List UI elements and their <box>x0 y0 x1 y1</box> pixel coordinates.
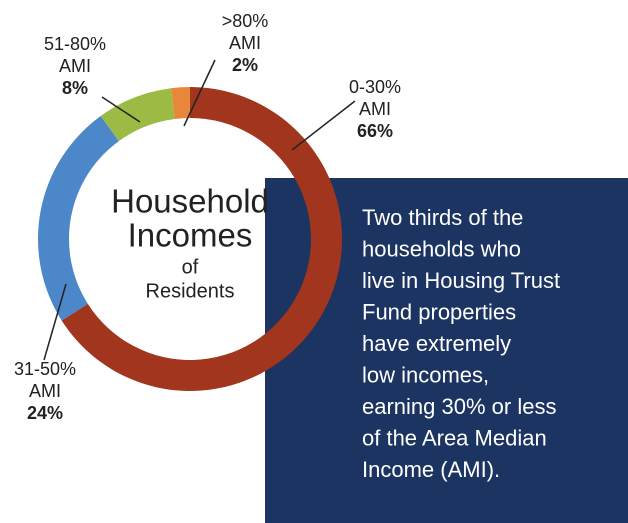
annotation-text: Fund properties <box>362 299 516 324</box>
annotation-text: Income (AMI). <box>362 457 500 482</box>
donut-slice <box>170 87 190 119</box>
leader-line <box>43 283 67 361</box>
slice-label: 31-50% <box>14 359 76 379</box>
center-title: Household <box>111 183 269 220</box>
annotation-text: low incomes, <box>362 362 489 387</box>
slice-label: AMI <box>59 56 91 76</box>
slice-label: 0-30% <box>349 77 401 97</box>
slice-value-label: 24% <box>27 403 63 423</box>
annotation-text: households who <box>362 236 521 261</box>
center-subtitle: Residents <box>146 280 235 302</box>
leader-line <box>183 59 216 127</box>
slice-value-label: 66% <box>357 121 393 141</box>
slice-value-label: 2% <box>232 55 258 75</box>
annotation-text: earning 30% or less <box>362 394 556 419</box>
annotation-text: have extremely <box>362 331 511 356</box>
slice-label: AMI <box>359 99 391 119</box>
center-subtitle: of <box>182 256 199 278</box>
leader-line <box>101 96 141 123</box>
slice-label: 51-80% <box>44 34 106 54</box>
annotation-text: Two thirds of the <box>362 205 523 230</box>
leader-line <box>291 100 356 151</box>
slice-value-label: 8% <box>62 78 88 98</box>
slice-label: AMI <box>29 381 61 401</box>
slice-label: AMI <box>229 33 261 53</box>
donut-slice <box>100 88 175 142</box>
center-title: Incomes <box>128 217 253 254</box>
annotation-text: of the Area Median <box>362 425 547 450</box>
annotation-text: live in Housing Trust <box>362 268 560 293</box>
slice-label: >80% <box>222 11 269 31</box>
donut-slice <box>37 116 119 321</box>
